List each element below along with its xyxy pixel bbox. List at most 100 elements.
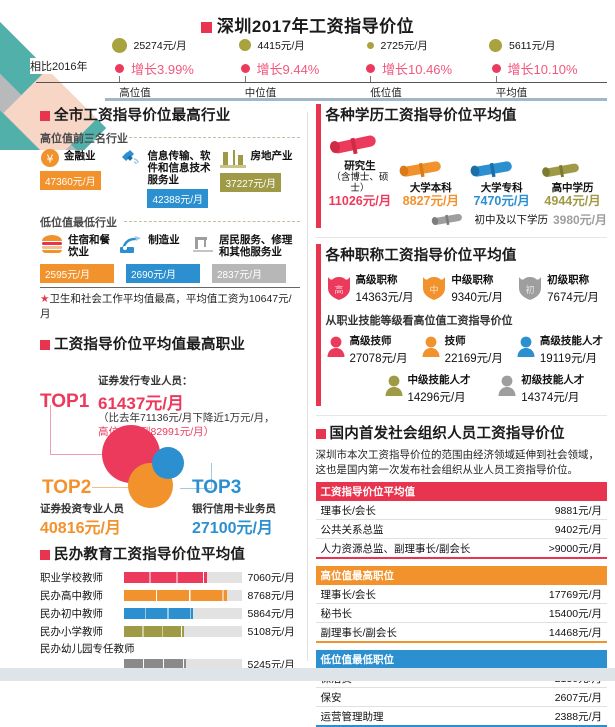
education-level-item: 研究生 （含博士、硕士） 11026元/月 <box>326 130 395 209</box>
industry-head: 制造业 <box>118 232 187 256</box>
svg-text:¥: ¥ <box>47 153 54 166</box>
svg-text:中: 中 <box>430 284 439 296</box>
olive-dot-icon <box>239 39 251 51</box>
industry-name: 住宿和餐饮业 <box>68 232 114 258</box>
metric-growth-row: 增长9.44% <box>231 56 357 80</box>
skill-level-value: 22169元/月 <box>445 353 503 365</box>
robot-arm-icon <box>118 232 144 256</box>
red-square-bullet-icon <box>316 429 326 439</box>
table-header: 工资指导价位平均值 <box>316 482 608 501</box>
person-silhouette-icon <box>516 335 536 363</box>
section-industries: 全市工资指导价位最高行业 高位值前三名行业 ¥ 金融业 47360元/月 <box>40 104 300 321</box>
metric-growth-row: 增长3.99% <box>105 56 231 80</box>
metric-value-row: 25274元/月 <box>105 34 231 56</box>
table-cell-value: >9000元/月 <box>549 541 602 556</box>
person-silhouette-icon <box>326 335 346 363</box>
olive-dot-icon <box>112 38 127 53</box>
infographic-header: 深圳2017年工资指导价位 相比2016年 25274元/月增长3.99%441… <box>0 0 615 100</box>
top3-label: TOP3 <box>192 477 241 499</box>
bar-label: 民办幼儿园专任教师 <box>40 641 300 656</box>
metric-growth: 增长9.44% <box>257 59 320 78</box>
buildings-icon <box>220 148 246 170</box>
professional-title-name: 中级职称 <box>451 274 493 286</box>
industry-head: ¥ 金融业 <box>40 148 115 168</box>
education-level-value: 11026元/月 <box>326 194 395 209</box>
private-education-title: 民办教育工资指导价位平均值 <box>40 543 300 564</box>
bar-value: 8768元/月 <box>248 588 300 603</box>
industry-name: 房地产业 <box>250 148 292 162</box>
table-cell-label: 运营管理助理 <box>321 709 384 724</box>
industry-item: 居民服务、修理和其他服务业 <box>191 232 300 258</box>
metric-value-row: 2725元/月 <box>356 34 482 56</box>
section-rule <box>316 415 608 416</box>
bar-fill <box>124 626 184 637</box>
svg-text:初: 初 <box>526 284 535 296</box>
bar-label: 民办高中教师 <box>40 588 124 603</box>
table-header: 高位值最高职位 <box>316 566 608 585</box>
diploma-scroll-icon <box>429 210 469 228</box>
industry-head: 住宿和餐饮业 <box>40 232 114 258</box>
skill-level-name: 技师 <box>445 335 466 347</box>
industries-title-text: 全市工资指导价位最高行业 <box>54 108 230 124</box>
table-cell-value: 2607元/月 <box>555 690 602 705</box>
industry-item: ¥ 金融业 47360元/月 <box>40 148 115 190</box>
industries-high-subhead-text: 高位值前三名行业 <box>40 133 128 145</box>
bar-fill <box>124 572 207 583</box>
industries-title: 全市工资指导价位最高行业 <box>40 104 300 125</box>
page-title: 深圳2017年工资指导价位 <box>0 0 615 37</box>
person-silhouette-icon <box>421 335 441 363</box>
industries-note: ★卫生和社会工作平均值最高，平均值工资为10647元/月 <box>40 287 300 321</box>
industries-high-row: ¥ 金融业 47360元/月 <box>40 148 300 208</box>
industry-name: 金融业 <box>64 148 96 162</box>
table-row: 人力资源总监、副理事长/副会长>9000元/月 <box>316 539 608 557</box>
industry-name: 制造业 <box>148 232 180 246</box>
industry-head: 居民服务、修理和其他服务业 <box>191 232 300 258</box>
section-top-jobs: 工资指导价位平均值最高职业 TOP1 证券发行专业人员： 61437元/月 （比… <box>40 333 300 534</box>
industry-item: 房地产业 37227元/月 <box>220 148 299 192</box>
education-level-item: 高中学历 4944元/月 <box>538 158 607 209</box>
diploma-scroll-icon <box>326 130 395 160</box>
section-rule <box>316 237 608 238</box>
diploma-scroll-icon <box>467 156 536 182</box>
olive-dot-icon <box>489 39 502 52</box>
education-level-name: 大学本科 <box>396 182 465 194</box>
pink-dot-icon <box>241 64 250 73</box>
industries-note-text: 卫生和社会工作平均值最高，平均值工资为10647元/月 <box>40 293 292 320</box>
private-education-title-text: 民办教育工资指导价位平均值 <box>54 547 245 563</box>
table-cell-value: 9881元/月 <box>555 503 602 518</box>
table-cell-label: 秘书长 <box>321 606 353 621</box>
industry-value-tag: 2690元/月 <box>126 264 200 283</box>
industry-head: 信息传输、软件和信息技术服务业 <box>119 148 216 186</box>
pink-dot-icon <box>492 64 501 73</box>
footer-bar <box>0 668 615 681</box>
industry-item: 住宿和餐饮业 <box>40 232 114 258</box>
education-level-name: 初中及以下学历 <box>474 212 548 227</box>
education-level-value: 7470元/月 <box>467 194 536 209</box>
education-level-sub: （含博士、硕士） <box>326 172 395 194</box>
metric-value: 4415元/月 <box>258 38 305 53</box>
tick-mark <box>370 76 371 82</box>
bar-value: 5864元/月 <box>248 606 300 621</box>
table-cell-value: 15400元/月 <box>549 606 602 621</box>
dotted-rule <box>124 221 300 222</box>
table-cell-value: 2388元/月 <box>555 709 602 724</box>
pink-dot-icon <box>366 64 375 73</box>
table-cell-value: 17769元/月 <box>549 587 602 602</box>
bar-fill <box>124 608 193 619</box>
skill-level-name: 初级技能人才 <box>521 374 584 386</box>
header-metric: 25274元/月增长3.99% <box>105 34 231 80</box>
top1-note: （比去年71136元/月下降近1万元/月， 高位值达到82991元/月） <box>98 411 275 439</box>
education-level-value: 3980元/月 <box>553 211 607 228</box>
industries-low-row: 住宿和餐饮业 制造业 <box>40 232 300 258</box>
shield-badge-icon: 高 <box>326 274 352 302</box>
